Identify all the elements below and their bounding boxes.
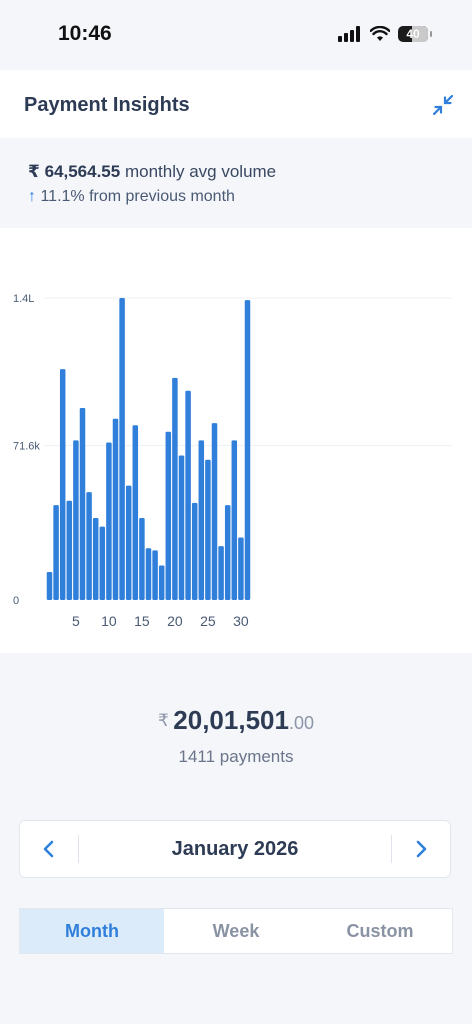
bar-day-28[interactable] xyxy=(224,505,231,600)
status-time: 10:46 xyxy=(58,22,112,45)
next-month-button[interactable] xyxy=(392,821,450,877)
bar-day-27[interactable] xyxy=(218,546,224,600)
avg-currency: ₹ xyxy=(28,162,40,181)
summary-section: ₹ 64,564.55 monthly avg volume ↑ 11.1% f… xyxy=(0,138,472,228)
bar-day-16[interactable] xyxy=(145,548,152,600)
bar-chart: 0 71.6k 1.4L 5 10 15 20 25 30 xyxy=(13,293,452,629)
bar-day-24[interactable] xyxy=(198,440,205,600)
chevron-right-icon xyxy=(416,840,427,858)
page-title: Payment Insights xyxy=(24,94,190,116)
bar-day-18[interactable] xyxy=(158,565,165,600)
collapse-button[interactable] xyxy=(428,90,458,120)
bar-day-10[interactable] xyxy=(106,442,112,600)
bar-day-23[interactable] xyxy=(191,502,198,600)
previous-month-button[interactable] xyxy=(20,821,78,877)
battery-level: 40 xyxy=(406,27,420,41)
bar-day-13[interactable] xyxy=(125,485,132,600)
totals-section: ₹ 20,01,501.00 1411 payments xyxy=(0,653,472,823)
bar-day-31[interactable] xyxy=(244,300,251,600)
x-tick-label: 25 xyxy=(200,613,216,629)
bar-day-1[interactable] xyxy=(46,571,53,600)
x-tick-label: 15 xyxy=(134,613,150,629)
bar-day-8[interactable] xyxy=(92,518,99,600)
divider xyxy=(391,835,392,863)
tab-month[interactable]: Month xyxy=(20,909,164,953)
wifi-icon xyxy=(370,26,390,41)
bar-day-6[interactable] xyxy=(79,408,86,600)
monthly-avg: ₹ 64,564.55 monthly avg volume xyxy=(28,162,276,182)
battery-icon: 40 xyxy=(398,26,428,42)
status-bar: 10:46 40 xyxy=(0,0,472,70)
total-currency: ₹ xyxy=(158,711,169,730)
avg-amount: 64,564.55 xyxy=(44,162,121,181)
signal-icon xyxy=(338,26,360,42)
bar-day-14[interactable] xyxy=(132,425,139,600)
y-tick-label: 71.6k xyxy=(13,441,40,453)
divider xyxy=(78,835,79,863)
bar-day-26[interactable] xyxy=(211,423,218,600)
month-navigator: January 2026 xyxy=(19,820,451,878)
bar-day-2[interactable] xyxy=(53,505,59,600)
status-icons: 40 xyxy=(338,26,432,42)
bar-day-17[interactable] xyxy=(152,550,158,600)
bar-day-7[interactable] xyxy=(86,492,92,600)
bar-day-20[interactable] xyxy=(172,377,178,600)
month-label: January 2026 xyxy=(171,838,299,860)
bar-day-21[interactable] xyxy=(178,455,185,600)
header: Payment Insights xyxy=(0,70,472,138)
tab-custom[interactable]: Custom xyxy=(346,920,414,941)
change-indicator: ↑ 11.1% from previous month xyxy=(28,188,235,206)
payment-chart: 0 71.6k 1.4L 5 10 15 20 25 30 xyxy=(0,228,472,653)
arrow-up-icon: ↑ xyxy=(28,188,36,205)
change-text: 11.1% from previous month xyxy=(40,188,235,205)
total-amount: ₹ 20,01,501.00 xyxy=(0,705,472,736)
bar-day-5[interactable] xyxy=(73,440,79,600)
bar-day-11[interactable] xyxy=(112,418,119,600)
bar-day-9[interactable] xyxy=(99,526,106,600)
collapse-arrows-icon xyxy=(432,94,454,116)
y-tick-label: 0 xyxy=(13,595,19,607)
chevron-left-icon xyxy=(43,840,54,858)
payments-count: 1411 payments xyxy=(178,747,294,766)
bar-day-22[interactable] xyxy=(185,390,191,600)
total-amount-decimal: .00 xyxy=(288,713,314,733)
y-tick-label: 1.4L xyxy=(13,293,34,305)
tab-week[interactable]: Week xyxy=(212,920,260,941)
total-amount-main: 20,01,501 xyxy=(173,705,289,735)
bar-day-3[interactable] xyxy=(59,369,66,600)
bar-day-25[interactable] xyxy=(205,459,211,600)
bar-day-19[interactable] xyxy=(165,431,172,600)
bar-day-4[interactable] xyxy=(66,500,73,600)
bar-day-12[interactable] xyxy=(119,298,125,600)
avg-label: monthly avg volume xyxy=(124,162,277,181)
period-tabs: Month Week Custom xyxy=(19,908,453,954)
x-tick-label: 20 xyxy=(167,613,183,629)
x-tick-label: 5 xyxy=(72,613,80,629)
bar-day-15[interactable] xyxy=(139,518,145,600)
x-tick-label: 30 xyxy=(233,613,249,629)
bar-day-29[interactable] xyxy=(231,440,238,600)
bar-day-30[interactable] xyxy=(238,537,244,600)
x-tick-label: 10 xyxy=(101,613,117,629)
